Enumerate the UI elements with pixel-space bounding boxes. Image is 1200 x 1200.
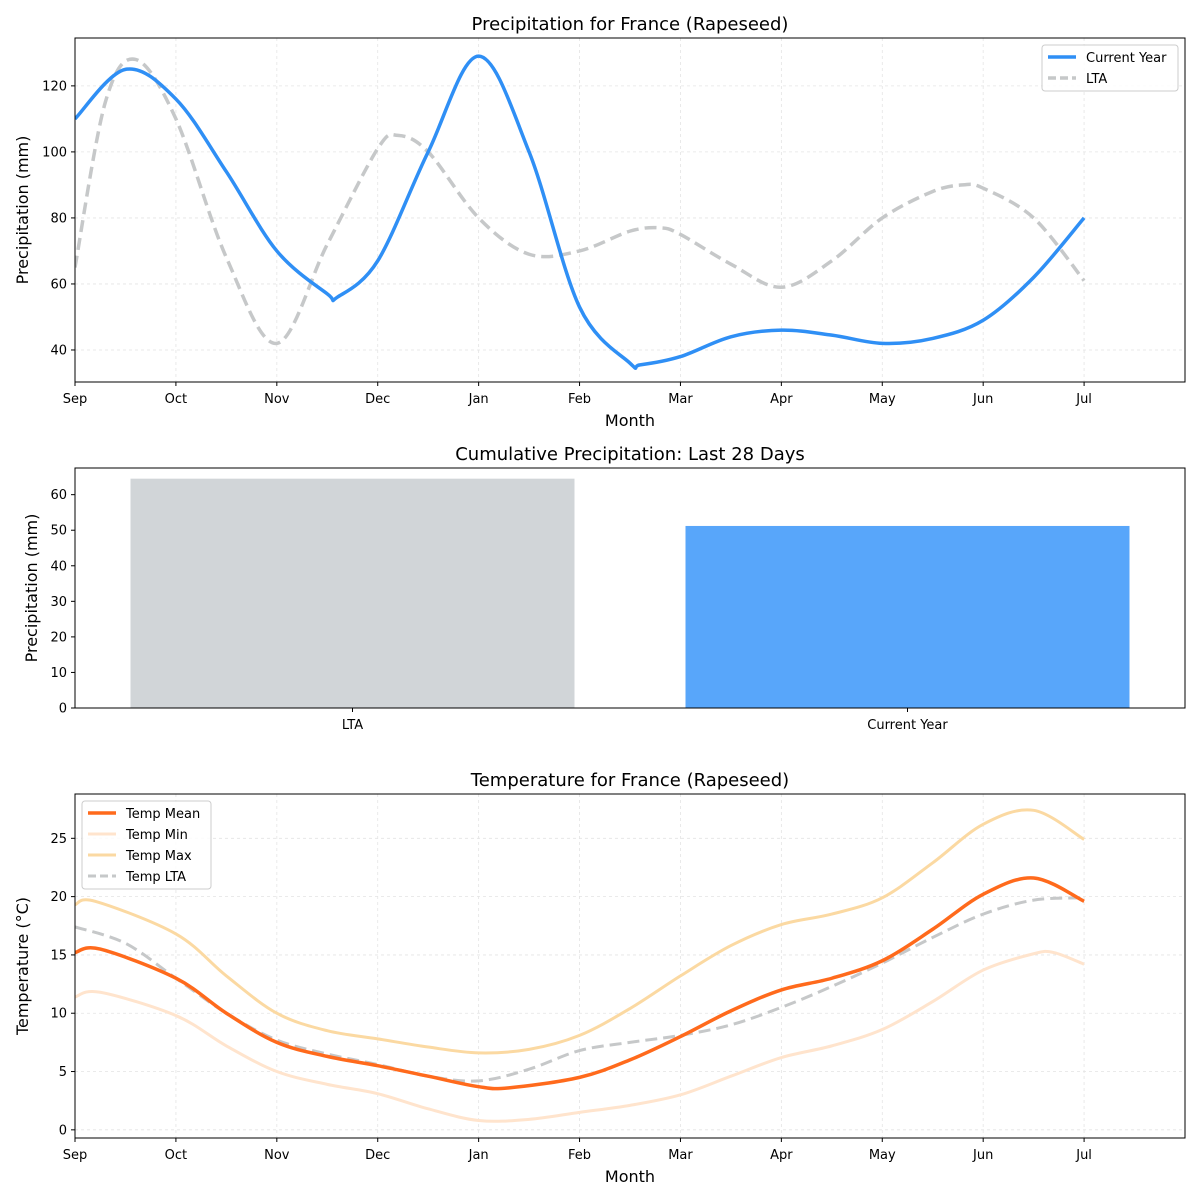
y-tick-label: 0 bbox=[59, 1123, 67, 1138]
chart-1: Precipitation for France (Rapeseed) 40 60 8… bbox=[13, 14, 1186, 430]
y-tick-label: 25 bbox=[50, 832, 67, 847]
y-tick-label: 0 bbox=[59, 702, 67, 717]
y-tick-label: 60 bbox=[50, 277, 67, 292]
legend-label: Temp Max bbox=[125, 849, 192, 864]
legend-label: Temp Mean bbox=[125, 807, 200, 822]
series-line-temp-max bbox=[75, 808, 1085, 1055]
x-tick-label: Dec bbox=[365, 392, 390, 407]
y-tick-label: 20 bbox=[50, 890, 67, 905]
x-tick-label: Oct bbox=[165, 392, 187, 407]
x-tick-label: Dec bbox=[365, 1148, 390, 1163]
y-tick-label: 20 bbox=[50, 630, 67, 645]
chart-2: Cumulative Precipitation: Last 28 Days 0 1… bbox=[22, 444, 1186, 733]
y-tick-label: 30 bbox=[50, 595, 67, 610]
legend: Current Year LTA bbox=[1041, 44, 1179, 92]
series-line-temp-lta bbox=[75, 896, 1085, 1083]
series-line-current-year bbox=[75, 54, 1086, 370]
y-tick-label: 15 bbox=[50, 948, 67, 963]
chart-title: Precipitation for France (Rapeseed) bbox=[472, 14, 789, 35]
axes-frame bbox=[74, 793, 1186, 1139]
x-tick-label: Current Year bbox=[867, 718, 948, 733]
legend: Temp Mean Temp Min Temp Max Temp LTA bbox=[81, 800, 212, 890]
legend-label: Temp Min bbox=[125, 828, 188, 843]
x-tick-label: Jan bbox=[468, 1148, 489, 1163]
y-tick-label: 5 bbox=[59, 1065, 67, 1080]
y-axis-label: Precipitation (mm) bbox=[13, 136, 32, 285]
y-tick-label: 80 bbox=[50, 211, 67, 226]
x-tick-label: Feb bbox=[568, 1148, 591, 1163]
x-tick-label: Mar bbox=[668, 1148, 693, 1163]
bar-lta bbox=[130, 478, 575, 708]
chart-title: Temperature for France (Rapeseed) bbox=[470, 770, 789, 791]
chart-3: Temperature for France (Rapeseed) 0 5 10 15 2… bbox=[13, 770, 1186, 1186]
series-line-temp-mean bbox=[75, 876, 1085, 1091]
legend-label: LTA bbox=[1086, 72, 1107, 87]
axes-frame bbox=[74, 37, 1186, 383]
x-tick-label: Apr bbox=[770, 392, 793, 407]
x-tick-label: Oct bbox=[165, 1148, 187, 1163]
legend-label: Current Year bbox=[1086, 51, 1167, 66]
x-tick-label: Sep bbox=[63, 1148, 88, 1163]
axes-frame bbox=[74, 467, 1186, 709]
series-line-temp-min bbox=[75, 949, 1085, 1123]
series-line-lta bbox=[75, 57, 1086, 346]
y-tick-label: 40 bbox=[50, 559, 67, 574]
y-axis-label: Precipitation (mm) bbox=[22, 514, 41, 663]
x-axis-label: Month bbox=[605, 411, 655, 430]
chart-title: Cumulative Precipitation: Last 28 Days bbox=[455, 444, 805, 465]
x-tick-label: May bbox=[869, 392, 896, 407]
y-tick-label: 40 bbox=[50, 343, 67, 358]
x-tick-label: Nov bbox=[264, 1148, 290, 1163]
x-tick-label: Jul bbox=[1075, 1148, 1092, 1163]
y-tick-label: 10 bbox=[50, 1007, 67, 1022]
x-tick-label: Jun bbox=[972, 1148, 993, 1163]
y-tick-label: 50 bbox=[50, 524, 67, 539]
y-axis-label: Temperature (°C) bbox=[13, 897, 32, 1036]
bar-current-year bbox=[685, 525, 1130, 708]
x-tick-label: Mar bbox=[668, 392, 693, 407]
x-tick-label: Apr bbox=[770, 1148, 793, 1163]
x-tick-label: Sep bbox=[63, 392, 88, 407]
x-tick-label: Nov bbox=[264, 392, 290, 407]
x-tick-label: Feb bbox=[568, 392, 591, 407]
x-tick-label: May bbox=[869, 1148, 896, 1163]
y-tick-label: 100 bbox=[42, 145, 67, 160]
x-axis-label: Month bbox=[605, 1167, 655, 1186]
y-tick-label: 60 bbox=[50, 488, 67, 503]
x-tick-label: Jun bbox=[972, 392, 993, 407]
x-tick-label: Jul bbox=[1075, 392, 1092, 407]
y-tick-label: 120 bbox=[42, 79, 67, 94]
legend-label: Temp LTA bbox=[125, 870, 186, 885]
y-tick-label: 10 bbox=[50, 666, 67, 681]
legend-box bbox=[81, 800, 212, 890]
x-tick-label: LTA bbox=[342, 718, 363, 733]
x-tick-label: Jan bbox=[468, 392, 489, 407]
